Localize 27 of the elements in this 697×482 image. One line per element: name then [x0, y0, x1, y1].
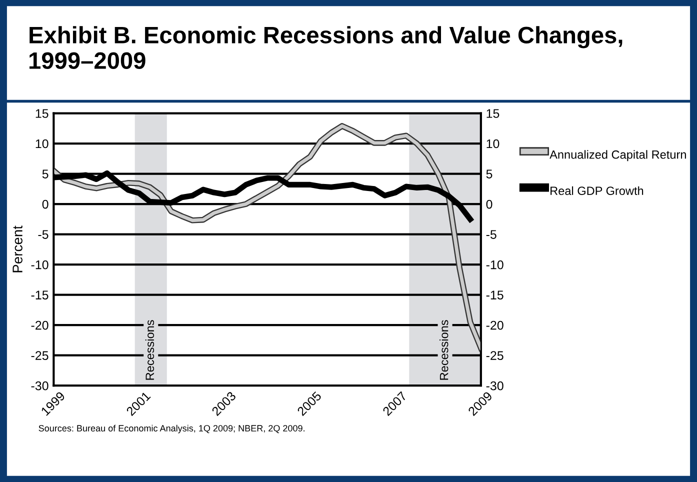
y2-tick-label: 15	[486, 109, 500, 118]
y2-tick-label: -5	[486, 230, 496, 239]
y-tick-label: 5	[42, 170, 48, 178]
y2-tick-label: -20	[486, 320, 504, 330]
source-note: Sources: Bureau of Economic Analysis, 1Q 2009; NBER, 2Q 2009.	[38, 424, 304, 434]
y-tick-label: -10	[31, 260, 48, 270]
y-axis-title: Percent	[12, 226, 22, 272]
y-tick-label: -30	[31, 381, 48, 390]
y-tick-label: -15	[31, 290, 48, 300]
legend-label: Real GDP Growth	[550, 186, 644, 196]
y-tick-label: 10	[36, 139, 48, 148]
y2-tick-label: 10	[486, 139, 500, 148]
y2-tick-label: -25	[486, 351, 504, 360]
y-tick-label: 15	[36, 109, 48, 118]
y2-tick-label: -10	[486, 260, 504, 270]
y2-tick-label: 0	[486, 200, 492, 209]
band-label: Recessions	[440, 320, 448, 380]
y-tick-label: -5	[38, 230, 48, 239]
band-label: Recessions	[145, 320, 154, 380]
y-tick-label: -20	[31, 320, 48, 330]
chart-title: Exhibit B. Economic Recessions and Value Changes, 1999–2009	[30, 26, 622, 70]
y2-tick-label: 5	[486, 170, 492, 178]
y2-tick-label: -30	[486, 381, 504, 390]
y-tick-label: -25	[31, 351, 48, 360]
y-tick-label: 0	[42, 200, 48, 209]
y2-tick-label: -15	[486, 290, 504, 300]
legend-label: Annualized Capital Return	[550, 150, 686, 162]
